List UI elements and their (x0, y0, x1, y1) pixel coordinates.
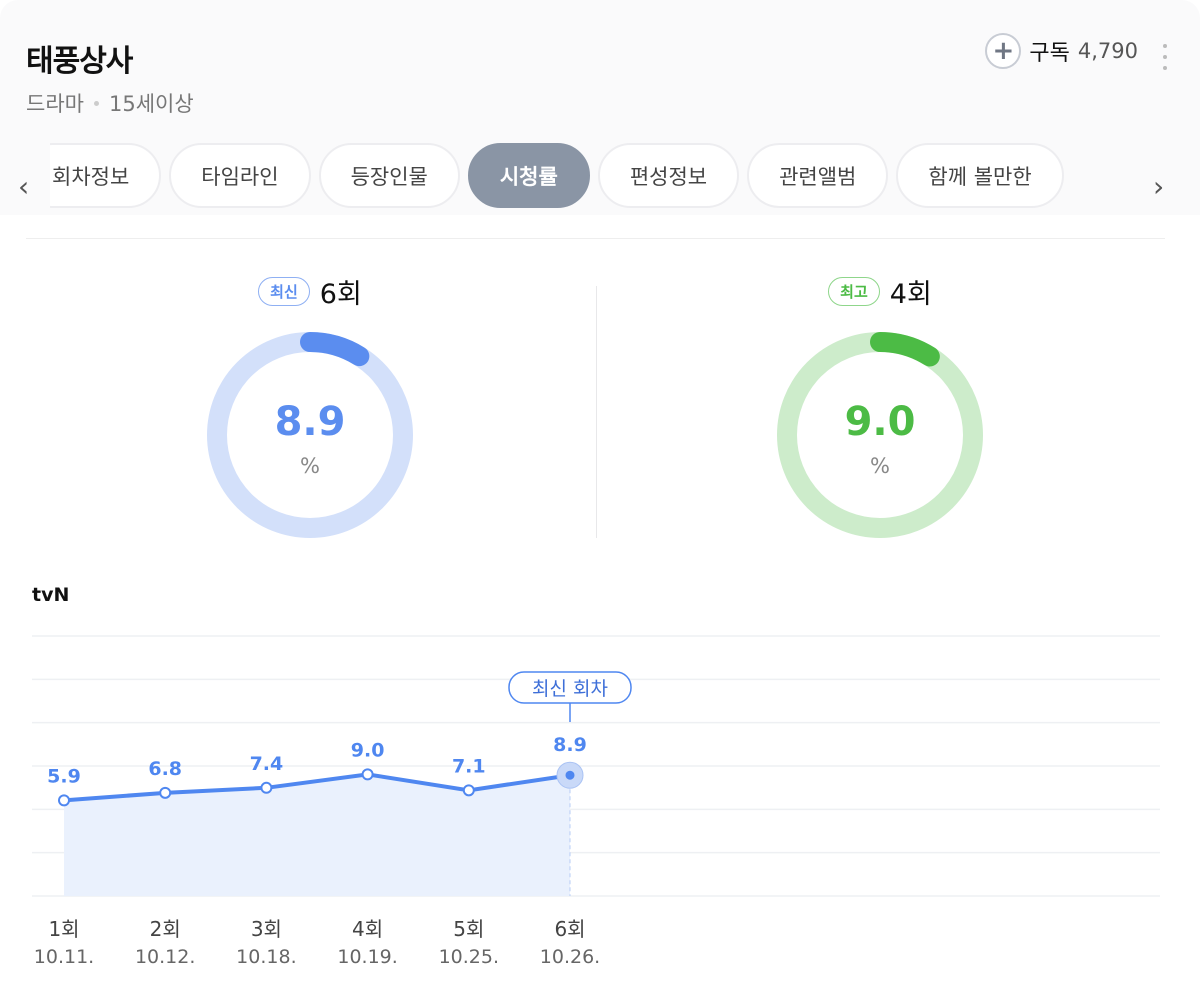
tab-2[interactable]: 등장인물 (318, 143, 460, 208)
x-tick-episode: 5회 (453, 917, 484, 941)
subscribe-label: 구독 (1029, 41, 1070, 66)
vertical-divider (596, 286, 597, 538)
x-tick-episode: 2회 (150, 917, 181, 941)
subscribe-count: 4,790 (1077, 39, 1138, 63)
x-tick-date: 10.11. (34, 946, 94, 968)
value-label: 8.9 (553, 734, 587, 756)
data-point[interactable] (565, 770, 575, 780)
latest-episode: 6회 (319, 279, 362, 310)
best-value: 9.0 (844, 399, 916, 445)
data-point[interactable] (159, 786, 172, 799)
data-point[interactable] (58, 794, 70, 807)
annotation-bubble (508, 671, 632, 704)
tabs: 회차정보 타임라인 등장인물 시청률 편성정보 관련앨범 함께 볼만한 (50, 143, 1147, 209)
channel-name: tvN (32, 584, 70, 606)
value-label: 5.9 (47, 765, 81, 787)
genre: 드라마 (26, 92, 84, 116)
separator-dot (93, 100, 99, 106)
latest-rating: 최신 6회 8.9 % (110, 272, 510, 552)
area-fill (64, 774, 570, 896)
value-label: 7.1 (452, 755, 486, 777)
latest-unit: % (300, 454, 320, 478)
chevron-right-icon[interactable]: › (1153, 170, 1165, 203)
latest-donut (207, 332, 413, 538)
x-tick-episode: 4회 (352, 917, 383, 941)
plus-icon: + (985, 33, 1022, 69)
rating-line-chart: 5.9 1회 10.11. 6.8 2회 10.12. 7.4 3회 10.18. 9.0 4회 10… (32, 635, 1160, 968)
best-donut-arc (870, 332, 940, 367)
x-tick-episode: 3회 (251, 917, 282, 941)
best-donut (777, 332, 983, 538)
series-line (63, 772, 571, 803)
program-title: 태풍상사 (26, 44, 133, 79)
age-rating: 15세이상 (108, 92, 194, 116)
subscribe-button[interactable]: + 구독 4,790 (985, 33, 1138, 69)
best-rating: 최고 4회 9.0 % (680, 272, 1080, 552)
annotation-latest-episode: 최신 회차 (532, 678, 608, 700)
best-unit: % (870, 454, 890, 478)
latest-donut-arc (300, 332, 370, 367)
x-tick-date: 10.26. (540, 946, 600, 968)
tab-6[interactable]: 함께 볼만한 (896, 143, 1064, 208)
program-meta: 드라마 15세이상 (26, 88, 194, 118)
x-tick-date: 10.19. (337, 946, 397, 968)
x-tick-date: 10.25. (439, 946, 499, 968)
x-tick-date: 10.12. (135, 946, 195, 968)
value-label: 6.8 (148, 758, 182, 780)
data-point[interactable] (361, 768, 374, 781)
data-point[interactable] (260, 781, 273, 794)
latest-badge: 최신 (258, 277, 310, 306)
tab-1[interactable]: 타임라인 (169, 143, 311, 208)
tab-0[interactable]: 회차정보 (50, 143, 162, 208)
divider (26, 238, 1165, 239)
best-badge: 최고 (828, 277, 880, 306)
data-point[interactable] (462, 784, 475, 797)
latest-value: 8.9 (274, 399, 346, 445)
x-tick-episode: 1회 (48, 917, 79, 941)
chevron-left-icon[interactable]: ‹ (18, 170, 30, 203)
tab-4[interactable]: 편성정보 (597, 143, 740, 208)
x-tick-date: 10.18. (236, 946, 296, 968)
more-options-icon[interactable] (1162, 44, 1168, 70)
tab-5[interactable]: 관련앨범 (747, 143, 889, 208)
best-episode: 4회 (889, 279, 932, 310)
value-label: 9.0 (351, 739, 385, 761)
tab-3[interactable]: 시청률 (467, 143, 590, 208)
x-tick-episode: 6회 (554, 917, 585, 941)
value-label: 7.4 (250, 753, 284, 775)
